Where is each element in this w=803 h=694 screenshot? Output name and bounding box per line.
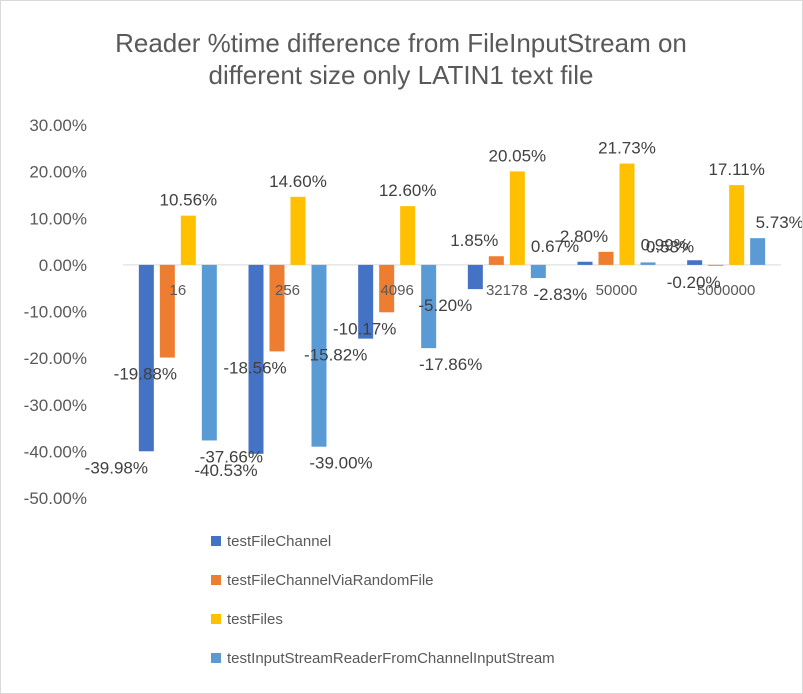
x-axis-tick-labels: 16 256 4096 32178 50000 5000000 xyxy=(169,282,755,299)
data-label-testFileChannel-16: -39.98% xyxy=(85,458,148,477)
legend-label-testFileChannel: testFileChannel xyxy=(227,533,331,550)
data-label-testInputStreamReaderFromChannelInputStream-50000: 0.53% xyxy=(646,237,694,256)
x-tick-label: 256 xyxy=(275,282,300,299)
bar-testFileChannelViaRandomFile-4096 xyxy=(379,264,395,313)
bar-testFileChannelViaRandomFile-32178 xyxy=(488,256,504,265)
y-tick-label: -20.00% xyxy=(24,349,87,368)
data-label-testFileChannelViaRandomFile-50000: 2.80% xyxy=(560,227,608,246)
x-tick-label: 16 xyxy=(169,282,186,299)
data-label-testFileChannelViaRandomFile-16: -19.88% xyxy=(114,365,177,384)
bar-testFileChannelViaRandomFile-256 xyxy=(269,264,285,352)
legend-label-testFiles: testFiles xyxy=(227,611,283,628)
data-label-testInputStreamReaderFromChannelInputStream-32178: -2.83% xyxy=(533,285,587,304)
data-label-testFileChannelViaRandomFile-32178: 1.85% xyxy=(450,231,498,250)
data-label-testFileChannel-50000: 0.67% xyxy=(531,237,579,256)
data-label-testFileChannelViaRandomFile-256: -18.56% xyxy=(223,358,286,377)
y-tick-label: -40.00% xyxy=(24,442,87,461)
bar-testFiles-4096 xyxy=(400,206,416,265)
y-tick-label: 20.00% xyxy=(29,163,87,182)
bar-testInputStreamReaderFromChannelInputStream-4096 xyxy=(421,264,437,349)
legend-swatch-testInputStreamReaderFromChannelInputStream xyxy=(211,653,221,663)
bar-testFileChannel-50000 xyxy=(577,261,593,265)
x-tick-label: 4096 xyxy=(380,282,413,299)
bar-testFileChannel-256 xyxy=(248,264,264,454)
bar-testFiles-16 xyxy=(180,215,196,265)
y-tick-label: 0.00% xyxy=(39,256,87,275)
bar-testFiles-256 xyxy=(290,196,306,265)
data-label-testFileChannelViaRandomFile-4096: -10.17% xyxy=(333,319,396,338)
y-tick-label: -10.00% xyxy=(24,303,87,322)
bar-testFiles-5000000 xyxy=(729,185,745,265)
chart-title-line-1: Reader %time difference from FileInputSt… xyxy=(115,28,687,58)
bar-testInputStreamReaderFromChannelInputStream-5000000 xyxy=(750,238,766,265)
chart-title-line-2: different size only LATIN1 text file xyxy=(209,60,594,90)
data-label-testFileChannel-4096: -15.82% xyxy=(304,346,367,365)
data-label-testFileChannel-32178: -5.20% xyxy=(418,296,472,315)
data-label-testFileChannel-5000000: 0.99% xyxy=(641,235,689,254)
bar-testInputStreamReaderFromChannelInputStream-32178 xyxy=(530,264,546,279)
bar-testFileChannel-32178 xyxy=(467,264,483,290)
data-label-testFiles-16: 10.56% xyxy=(159,191,217,210)
bar-testFileChannel-4096 xyxy=(358,264,374,339)
data-label-testInputStreamReaderFromChannelInputStream-4096: -17.86% xyxy=(419,355,482,374)
data-label-testFiles-5000000: 17.11% xyxy=(708,160,764,179)
bar-testInputStreamReaderFromChannelInputStream-256 xyxy=(311,264,327,447)
data-label-testFiles-32178: 20.05% xyxy=(488,146,546,165)
legend-label-testFileChannelViaRandomFile: testFileChannelViaRandomFile xyxy=(227,572,434,589)
y-tick-label: 30.00% xyxy=(29,116,87,135)
data-label-testFiles-256: 14.60% xyxy=(269,172,327,191)
x-tick-label: 5000000 xyxy=(697,282,755,299)
bar-testFiles-32178 xyxy=(509,171,525,265)
bar-testInputStreamReaderFromChannelInputStream-16 xyxy=(201,264,217,441)
legend-swatch-testFiles xyxy=(211,614,221,624)
legend-swatch-testFileChannel xyxy=(211,536,221,546)
data-label-testInputStreamReaderFromChannelInputStream-256: -39.00% xyxy=(309,454,372,473)
y-tick-label: 10.00% xyxy=(29,209,87,228)
bar-testFileChannel-5000000 xyxy=(687,260,703,265)
y-tick-label: -30.00% xyxy=(24,396,87,415)
legend-swatch-testFileChannelViaRandomFile xyxy=(211,575,221,585)
data-label-testFiles-50000: 21.73% xyxy=(598,139,656,158)
data-label-testFiles-4096: 12.60% xyxy=(379,181,437,200)
bar-testFileChannel-16 xyxy=(138,264,154,452)
data-label-testFileChannel-256: -40.53% xyxy=(194,461,257,480)
bars xyxy=(138,163,766,454)
bar-testFiles-50000 xyxy=(619,163,635,265)
data-label-testInputStreamReaderFromChannelInputStream-5000000: 5.73% xyxy=(756,213,802,232)
legend-label-testInputStreamReaderFromChannelInputStream: testInputStreamReaderFromChannelInputStr… xyxy=(227,650,555,667)
x-tick-label: 50000 xyxy=(596,282,638,299)
legend: testFileChannel testFileChannelViaRandomF… xyxy=(211,533,555,667)
bar-testInputStreamReaderFromChannelInputStream-50000 xyxy=(640,262,656,265)
x-tick-label: 32178 xyxy=(486,282,528,299)
bar-testFileChannelViaRandomFile-5000000 xyxy=(708,264,724,266)
data-labels: -39.98% -40.53% -15.82% -5.20% 0.67% 0.99% -19… xyxy=(85,139,802,480)
bar-testFileChannelViaRandomFile-16 xyxy=(159,264,175,358)
y-tick-label: -50.00% xyxy=(24,489,87,508)
y-axis: 30.00% 20.00% 10.00% 0.00% -10.00% -20.00% -30… xyxy=(24,116,87,508)
data-label-testFileChannelViaRandomFile-5000000: -0.20% xyxy=(667,273,721,292)
data-label-testInputStreamReaderFromChannelInputStream-16: -37.66% xyxy=(200,447,263,466)
bar-testFileChannelViaRandomFile-50000 xyxy=(598,251,614,265)
